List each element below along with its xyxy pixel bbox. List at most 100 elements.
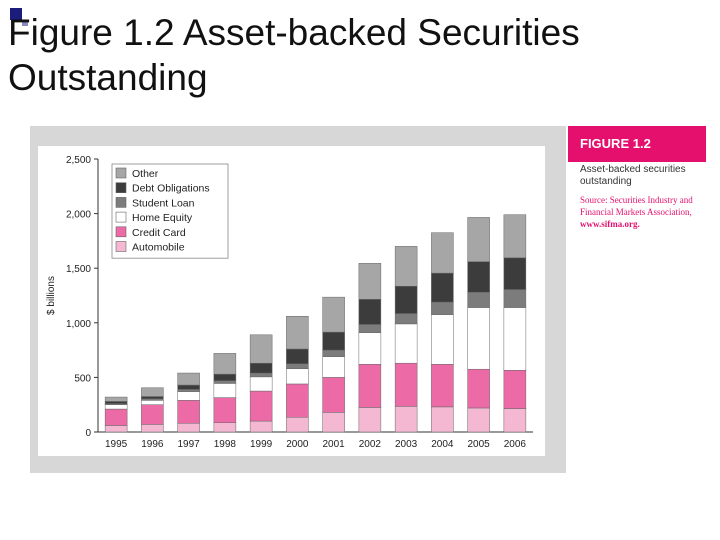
x-tick-label: 2006 <box>504 439 527 450</box>
bar-automobile-1998 <box>213 422 237 433</box>
bar-other-2006 <box>503 214 527 259</box>
bar-student-loan-1998 <box>213 380 237 384</box>
bar-other-2003 <box>394 246 418 287</box>
x-tick-label: 2000 <box>286 439 309 450</box>
legend-label-home-equity: Home Equity <box>132 212 193 224</box>
bar-other-2002 <box>358 263 382 300</box>
figure-source-text: Source: Securities Industry and Financia… <box>580 195 693 217</box>
bar-student-loan-2003 <box>394 313 418 325</box>
bar-debt-obligations-2004 <box>431 272 454 303</box>
bar-automobile-2001 <box>322 412 345 433</box>
legend-swatch-credit-card <box>115 226 127 238</box>
bar-other-1995 <box>104 396 128 402</box>
legend-label-student-loan: Student Loan <box>132 197 195 209</box>
bar-credit-card-1999 <box>249 390 273 422</box>
bar-debt-obligations-1998 <box>213 373 237 381</box>
bar-home-equity-2000 <box>286 368 309 385</box>
bar-student-loan-2005 <box>467 291 490 308</box>
bar-other-2000 <box>286 315 309 350</box>
legend-box <box>111 163 229 259</box>
x-tick-label: 1998 <box>214 439 237 450</box>
y-tick-label: 0 <box>85 428 91 439</box>
bar-other-1996 <box>141 387 164 397</box>
x-tick-label: 1996 <box>141 439 164 450</box>
x-tick-label: 1995 <box>105 439 128 450</box>
bar-other-1997 <box>177 372 200 386</box>
plot-area: 0 500 1,000 1,500 2,000 2,500 $ billions 1995 19… <box>38 146 545 456</box>
bar-automobile-2002 <box>358 407 382 433</box>
legend-label-automobile: Automobile <box>132 242 185 254</box>
bar-credit-card-2002 <box>358 364 382 408</box>
bar-automobile-2006 <box>503 408 527 433</box>
bar-automobile-2003 <box>394 406 418 433</box>
legend-swatch-other <box>115 167 127 179</box>
bar-home-equity-2006 <box>503 307 527 371</box>
figure-caption: Asset-backed securities outstanding <box>580 164 686 187</box>
bar-debt-obligations-1999 <box>249 362 273 374</box>
bar-debt-obligations-1995 <box>104 401 128 404</box>
figure-caption-panel: FIGURE 1.2 Asset-backed securities outst… <box>568 126 706 473</box>
bar-student-loan-2004 <box>431 301 454 315</box>
bar-automobile-1997 <box>177 423 200 433</box>
bar-home-equity-1999 <box>249 376 273 392</box>
legend-swatch-debt-obligations <box>115 182 127 194</box>
y-tick-label: 1,500 <box>66 264 91 275</box>
y-tick-label: 500 <box>74 373 91 384</box>
y-tick-label: 2,000 <box>66 210 91 221</box>
bar-student-loan-2002 <box>358 324 382 333</box>
bar-other-1999 <box>249 334 273 364</box>
bar-credit-card-2000 <box>286 383 309 418</box>
bar-other-1998 <box>213 353 237 375</box>
bar-automobile-2000 <box>286 417 309 433</box>
bar-debt-obligations-2003 <box>394 285 418 314</box>
bar-student-loan-1999 <box>249 372 273 378</box>
corner-square-dark <box>10 8 22 20</box>
legend-swatch-student-loan <box>115 197 127 208</box>
bar-home-equity-2002 <box>358 332 382 365</box>
figure-source-url[interactable]: www.sifma.org. <box>580 219 640 229</box>
bar-credit-card-1996 <box>141 404 164 425</box>
figure-label: FIGURE 1.2 <box>568 126 706 162</box>
bar-home-equity-2004 <box>431 314 454 365</box>
bar-debt-obligations-2005 <box>467 261 490 293</box>
bar-home-equity-1995 <box>104 404 128 410</box>
corner-square-light <box>22 20 28 26</box>
bar-credit-card-2005 <box>467 368 490 409</box>
bar-home-equity-2003 <box>394 323 418 364</box>
bar-credit-card-1997 <box>177 400 200 424</box>
x-tick-label: 2001 <box>323 439 346 450</box>
bar-debt-obligations-2006 <box>503 257 527 290</box>
bar-home-equity-1998 <box>213 383 237 398</box>
bar-credit-card-1998 <box>213 397 237 423</box>
bar-debt-obligations-2001 <box>322 331 345 351</box>
stacked-bar-chart: 0 500 1,000 1,500 2,000 2,500 $ billions 1995 19… <box>46 155 533 450</box>
bar-automobile-1996 <box>141 424 164 433</box>
y-axis-label: $ billions <box>46 276 57 315</box>
x-tick-label: 2004 <box>431 439 454 450</box>
bar-home-equity-2001 <box>322 356 345 378</box>
bar-debt-obligations-1996 <box>141 396 164 399</box>
bar-home-equity-1997 <box>177 391 200 401</box>
legend-swatch-automobile <box>115 241 127 252</box>
bar-automobile-2005 <box>467 407 490 433</box>
bar-credit-card-2003 <box>394 362 418 407</box>
bar-automobile-2004 <box>431 406 454 433</box>
bar-home-equity-2005 <box>467 307 490 370</box>
x-tick-label: 2002 <box>359 439 382 450</box>
bar-debt-obligations-2002 <box>358 299 382 325</box>
bar-other-2005 <box>467 217 490 262</box>
bar-automobile-1995 <box>104 425 128 433</box>
x-tick-label: 2005 <box>468 439 491 450</box>
legend-label-other: Other <box>132 168 159 180</box>
bar-debt-obligations-1997 <box>177 384 200 390</box>
slide-title: Figure 1.2 Asset-backed Securities Outst… <box>8 12 580 98</box>
bar-home-equity-1996 <box>141 400 164 405</box>
legend-label-credit-card: Credit Card <box>132 227 186 239</box>
bar-other-2001 <box>322 296 345 333</box>
bar-student-loan-1997 <box>177 389 200 392</box>
figure-source: Source: Securities Industry and Financia… <box>580 194 704 230</box>
bar-automobile-1999 <box>249 420 273 433</box>
x-tick-label: 2003 <box>395 439 418 450</box>
bar-credit-card-1995 <box>104 408 128 426</box>
bar-student-loan-2000 <box>286 363 309 369</box>
